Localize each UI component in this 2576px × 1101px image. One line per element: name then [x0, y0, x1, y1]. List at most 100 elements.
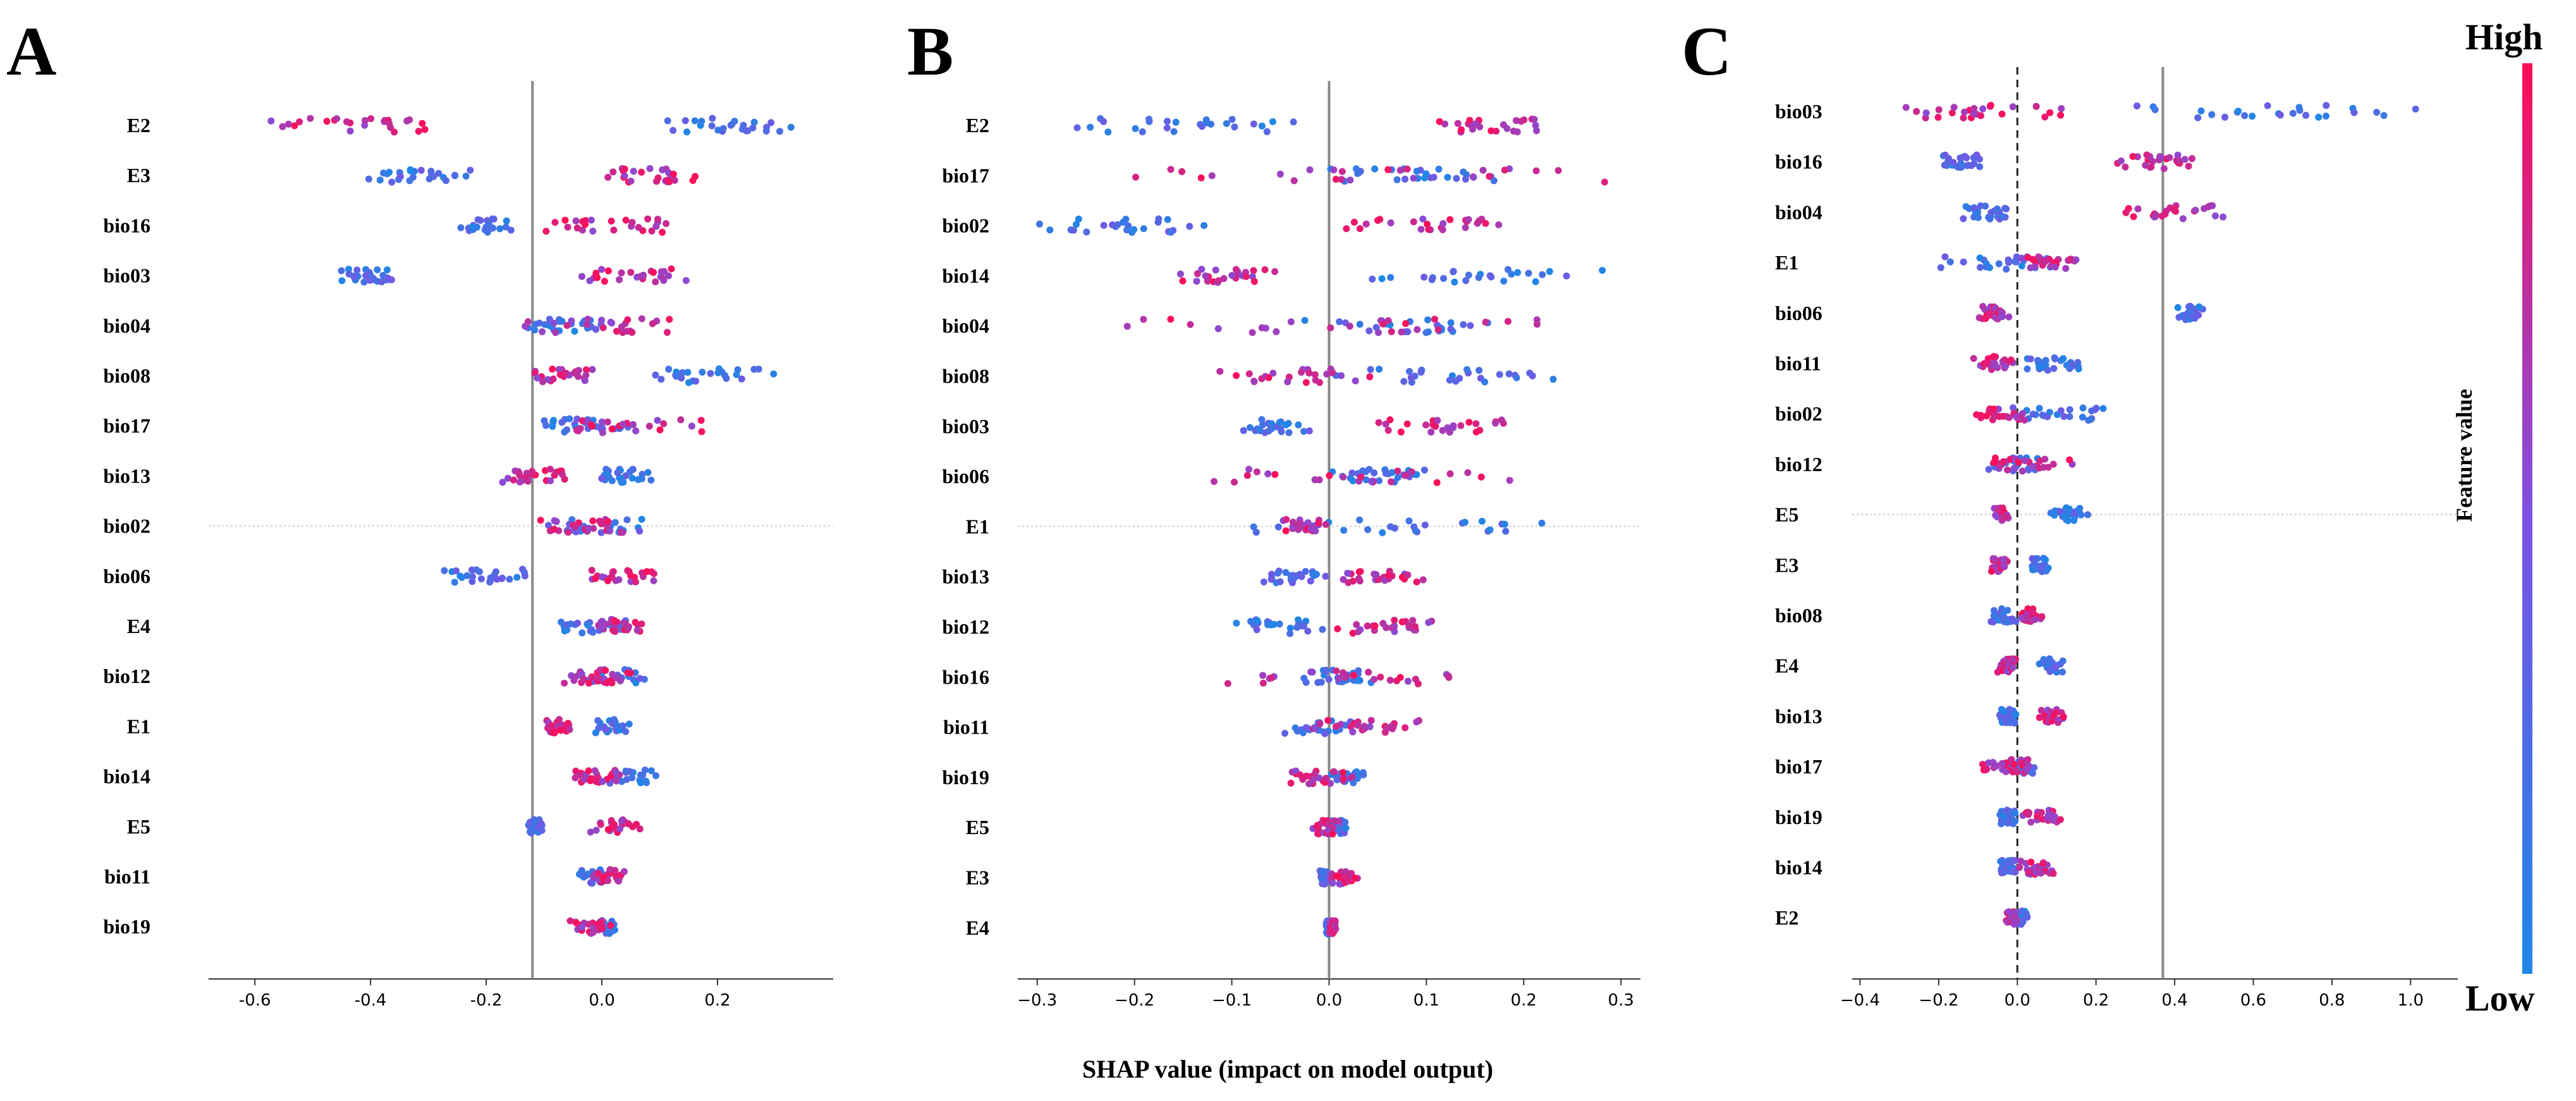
shap-point [1472, 420, 1480, 427]
feature-label: E1 [127, 715, 150, 737]
shap-point [2066, 456, 2073, 464]
shap-point [613, 768, 620, 776]
shap-point [2012, 711, 2020, 718]
shap-point [1258, 122, 1266, 130]
shap-point [1311, 371, 1319, 378]
shap-point [691, 117, 699, 125]
shap-point [1960, 215, 1967, 223]
shap-point [350, 273, 358, 281]
shap-point [1104, 128, 1112, 136]
shap-point [599, 624, 606, 631]
shap-point [362, 272, 369, 280]
shap-point [487, 224, 495, 231]
shap-point [1982, 263, 1989, 271]
shap-point [611, 823, 618, 831]
shap-point [549, 422, 556, 430]
shap-point [1305, 369, 1313, 377]
panel-letter-c: C [1682, 13, 1731, 90]
shap-point [1465, 271, 1472, 279]
shap-point [552, 329, 559, 336]
shap-point [1525, 269, 1532, 277]
shap-point [2117, 157, 2125, 164]
shap-point [1384, 572, 1392, 579]
shap-point [1329, 880, 1336, 887]
shap-point [507, 226, 515, 234]
feature-label: bio11 [1775, 352, 1821, 375]
shap-point [1950, 104, 1958, 111]
shap-point [2188, 155, 2196, 163]
shap-point [2056, 816, 2064, 823]
shap-point [1472, 428, 1480, 436]
feature-label: bio03 [1775, 100, 1822, 123]
feature-label: bio17 [103, 414, 150, 437]
shap-point [1440, 274, 1448, 282]
shap-point [719, 125, 727, 132]
shap-point [1534, 321, 1541, 328]
shap-point [1462, 277, 1470, 285]
shap-point [2077, 511, 2085, 519]
shap-point [1316, 720, 1324, 728]
shap-point [603, 470, 611, 477]
shap-point [1346, 323, 1353, 330]
shap-point [551, 526, 558, 533]
shap-point [2041, 113, 2049, 121]
shap-point [2032, 102, 2040, 110]
shap-point [1946, 258, 1954, 266]
shap-point [604, 577, 611, 584]
shap-point [621, 620, 629, 627]
shap-point [1035, 220, 1043, 228]
shap-point [607, 218, 615, 225]
shap-point [604, 418, 611, 426]
shap-point [468, 578, 476, 585]
shap-point [1197, 174, 1205, 181]
shap-point [1340, 575, 1347, 583]
shap-point [604, 517, 612, 525]
shap-point [1355, 575, 1363, 582]
shap-point [1207, 120, 1214, 128]
shap-point [1387, 523, 1395, 531]
shap-point [1999, 213, 2006, 220]
shap-point [1427, 174, 1434, 181]
shap-point [2276, 111, 2284, 119]
shap-point [556, 371, 564, 378]
shap-point [1530, 116, 1538, 123]
shap-point [1083, 228, 1090, 236]
feature-label: bio16 [1775, 151, 1822, 173]
shap-point [1282, 569, 1290, 576]
shap-point [370, 274, 377, 282]
shap-point [1350, 218, 1358, 226]
x-tick-label: 0.1 [1413, 991, 1439, 1010]
shap-point [1406, 367, 1413, 375]
shap-point [1364, 526, 1372, 533]
shap-point [1276, 170, 1284, 178]
shap-point [614, 469, 621, 476]
shap-point [714, 126, 722, 134]
shap-point [1214, 325, 1222, 333]
shap-point [1384, 166, 1392, 173]
shap-point [1273, 328, 1280, 335]
shap-point [1193, 270, 1201, 278]
shap-point [1994, 205, 2001, 212]
shap-point [1286, 630, 1294, 637]
shap-point [2074, 362, 2082, 370]
panel-c: −0.4 −0.2 0.0 0.2 0.4 0.6 0.8 1.0 bio03 bio16 bio0… [1775, 67, 2458, 1010]
shap-point [1335, 674, 1343, 682]
feature-label: bio16 [942, 665, 989, 688]
shap-point [566, 917, 574, 925]
feature-label: bio17 [942, 164, 989, 187]
shap-point [682, 277, 690, 285]
shap-point [1334, 625, 1341, 632]
shap-point [1250, 523, 1257, 531]
shap-point [1563, 272, 1570, 280]
shap-point [561, 216, 569, 224]
shap-point [1482, 318, 1489, 326]
shap-point [1513, 374, 1520, 381]
shap-point [2037, 809, 2045, 816]
shap-point [1366, 373, 1374, 381]
shap-point [697, 417, 705, 424]
shap-point [2241, 112, 2249, 120]
shap-point [632, 618, 639, 626]
shap-point [1999, 412, 2007, 420]
shap-point [578, 273, 585, 280]
shap-point [387, 276, 394, 283]
